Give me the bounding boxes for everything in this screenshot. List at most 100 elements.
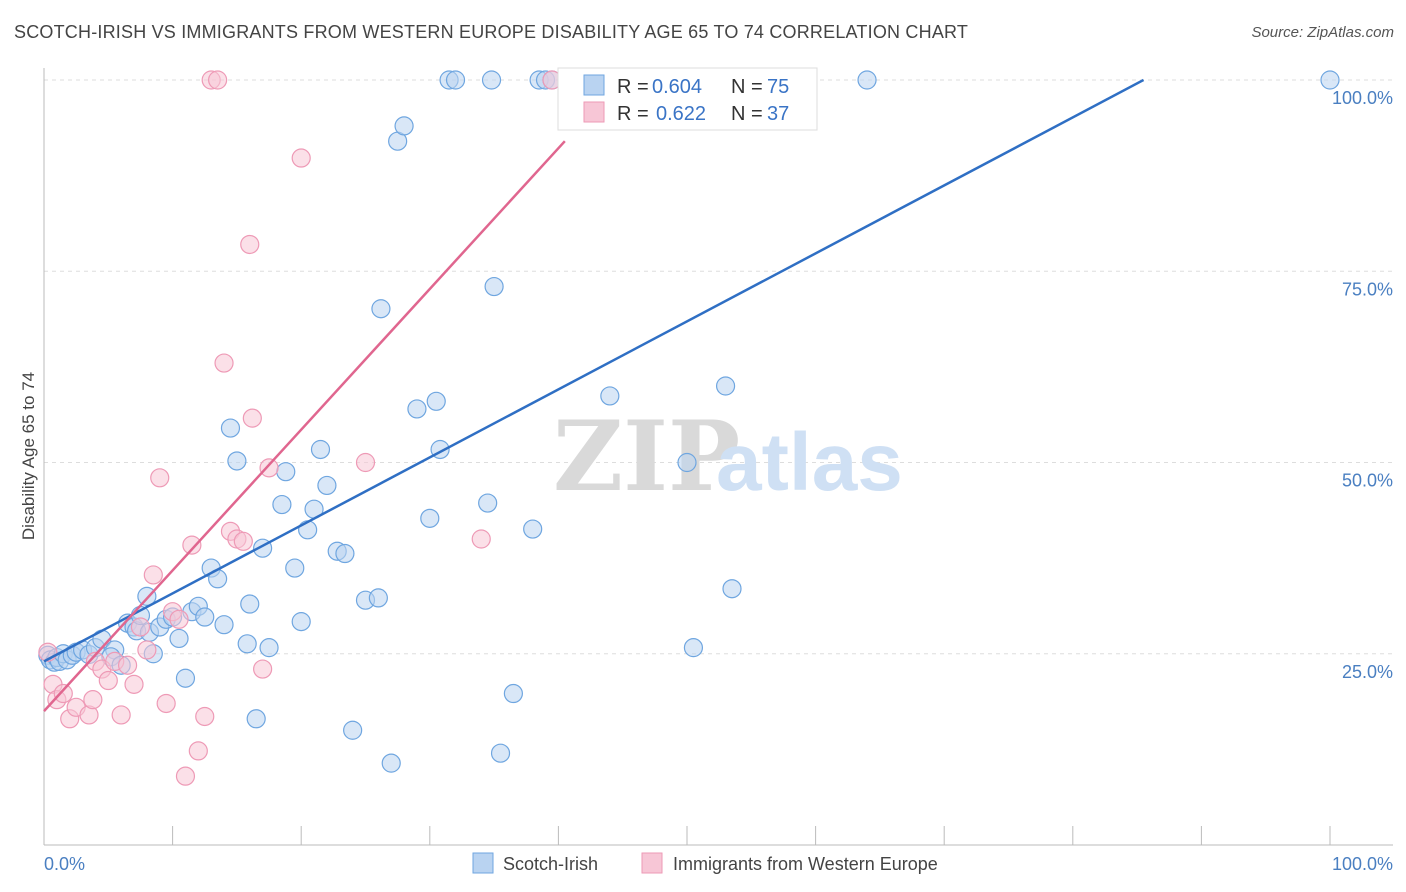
- legend-bottom-label-scotch-irish: Scotch-Irish: [503, 854, 598, 874]
- point-series0-47: [310, 439, 331, 460]
- point-series0-48: [317, 475, 337, 496]
- point-series0-27: [175, 668, 196, 688]
- point-series1-16: [137, 640, 157, 660]
- point-series0-77: [722, 579, 742, 599]
- x-tick-label-1: 100.0%: [1332, 854, 1393, 874]
- legend-series: Scotch-Irish Immigrants from Western Eur…: [472, 852, 938, 874]
- point-series1-23: [182, 535, 202, 555]
- legend-swatch-scotch-irish: [583, 74, 605, 96]
- watermark-zip: ZIP: [553, 400, 740, 513]
- x-tick-label-0: 0.0%: [44, 854, 85, 874]
- point-series1-24: [188, 741, 208, 761]
- point-series1-13: [117, 655, 138, 675]
- y-tick-label-1: 50.0%: [1342, 471, 1393, 491]
- point-series1-32: [240, 234, 260, 255]
- watermark-atlas: atlas: [716, 417, 903, 508]
- point-series0-74: [677, 452, 697, 473]
- legend-r-label-2: R =: [617, 103, 649, 125]
- point-series0-59: [426, 391, 446, 411]
- point-series0-35: [227, 451, 247, 471]
- point-series0-69: [523, 519, 543, 539]
- point-series1-15: [130, 617, 151, 637]
- point-series1-27: [208, 70, 228, 90]
- legend-swatch-immigrants: [583, 101, 605, 123]
- point-series1-17: [143, 565, 163, 585]
- point-series0-36: [237, 634, 257, 654]
- trend-line-series0: [43, 78, 1145, 663]
- point-series0-44: [291, 612, 311, 632]
- y-axis-label: Disability Age 65 to 74: [19, 372, 38, 540]
- point-series1-21: [169, 609, 189, 629]
- point-series1-31: [233, 531, 253, 551]
- point-series0-57: [394, 116, 414, 136]
- legend-r-label-1: R =: [617, 76, 649, 98]
- y-tick-label-3: 100.0%: [1332, 88, 1393, 108]
- point-series0-33: [214, 615, 234, 635]
- point-series1-35: [259, 458, 279, 478]
- point-series0-55: [371, 299, 391, 319]
- point-series1-12: [111, 705, 131, 725]
- legend-r-value-1: 0.604: [652, 76, 702, 98]
- point-series0-45: [298, 520, 318, 540]
- source-credit: Source: ZipAtlas.com: [1251, 24, 1394, 41]
- point-series1-19: [156, 693, 176, 714]
- point-series1-14: [124, 674, 144, 694]
- point-series0-79: [1320, 70, 1340, 90]
- watermark: ZIP atlas: [553, 400, 903, 513]
- point-series0-68: [503, 683, 523, 704]
- legend-n-value-1: 75: [767, 76, 789, 98]
- legend-n-label-2: N =: [731, 103, 763, 125]
- point-series0-76: [715, 376, 736, 396]
- point-series0-54: [381, 753, 401, 773]
- point-series0-37: [240, 594, 260, 614]
- point-series0-38: [246, 709, 266, 729]
- legend-n-value-2: 37: [767, 103, 789, 125]
- axes: [43, 68, 1393, 846]
- point-series1-10: [98, 670, 118, 691]
- point-series1-37: [355, 452, 376, 473]
- point-series0-64: [478, 493, 498, 513]
- point-series0-40: [259, 638, 279, 658]
- legend-r-value-2: 0.622: [656, 103, 706, 125]
- point-series0-26: [169, 628, 189, 649]
- point-series0-78: [857, 70, 877, 90]
- trend-lines: [43, 78, 1145, 712]
- point-series0-75: [683, 638, 704, 658]
- point-series0-67: [490, 743, 511, 763]
- point-series0-43: [285, 558, 305, 578]
- trend-line-series1: [43, 140, 566, 712]
- point-series1-38: [471, 529, 491, 549]
- legend-stats: R = 0.604 N = 75 R = 0.622 N = 37: [557, 67, 818, 131]
- point-series0-51: [343, 720, 363, 740]
- point-series0-65: [481, 70, 502, 90]
- point-series0-60: [420, 508, 440, 528]
- legend-bottom-swatch-scotch-irish: [472, 852, 494, 874]
- point-series0-73: [600, 386, 620, 406]
- point-series0-58: [407, 399, 427, 419]
- point-series1-25: [195, 706, 215, 727]
- point-series0-66: [484, 276, 504, 297]
- point-series1-18: [150, 468, 170, 488]
- point-series1-22: [175, 766, 196, 786]
- point-series0-30: [195, 607, 215, 627]
- point-series1-34: [253, 659, 273, 679]
- point-series0-41: [272, 494, 292, 515]
- point-series0-34: [220, 418, 241, 438]
- legend-bottom-label-immigrants: Immigrants from Western Europe: [673, 854, 938, 874]
- chart-title: SCOTCH-IRISH VS IMMIGRANTS FROM WESTERN …: [14, 22, 969, 42]
- point-series0-53: [368, 588, 388, 608]
- y-tick-label-0: 25.0%: [1342, 662, 1393, 682]
- legend-bottom-swatch-immigrants: [641, 852, 663, 874]
- y-tick-label-2: 75.0%: [1342, 279, 1393, 299]
- point-series0-63: [445, 70, 466, 90]
- data-points: [38, 70, 1340, 786]
- point-series1-28: [214, 353, 234, 373]
- legend-n-label-1: N =: [731, 76, 763, 98]
- point-series1-3: [53, 683, 73, 704]
- point-series1-7: [83, 690, 103, 710]
- point-series0-42: [276, 462, 296, 482]
- point-series0-50: [335, 543, 355, 564]
- point-series1-36: [291, 148, 311, 168]
- tick-labels: 25.0% 50.0% 75.0% 100.0% 0.0% 100.0%: [44, 88, 1393, 874]
